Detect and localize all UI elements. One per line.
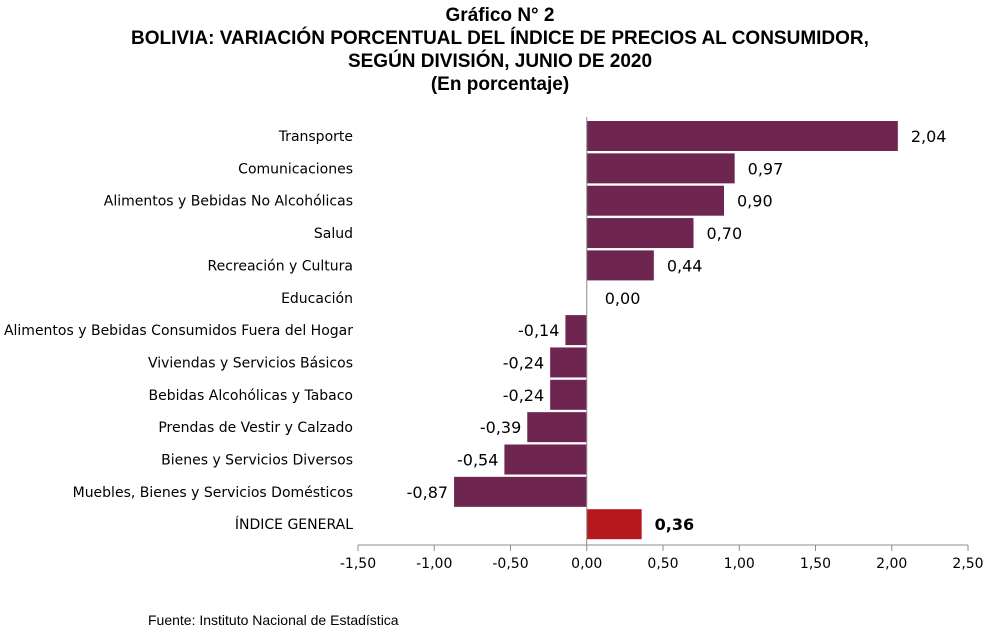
value-label-3: 0,70 — [707, 224, 743, 243]
category-label-9: Prendas de Vestir y Calzado — [158, 420, 353, 436]
chart-units: (En porcentaje) — [430, 74, 570, 95]
category-label-2: Alimentos y Bebidas No Alcohólicas — [104, 194, 353, 210]
value-label-8: -0,24 — [503, 386, 544, 405]
x-tick-label-0: -1,50 — [340, 556, 376, 572]
category-label-6: Alimentos y Bebidas Consumidos Fuera del… — [4, 323, 353, 339]
x-tick-label-6: 1,50 — [800, 556, 831, 572]
x-tick-label-5: 1,00 — [724, 556, 755, 572]
bar-10 — [504, 444, 587, 475]
category-label-12: ÍNDICE GENERAL — [235, 516, 353, 533]
bar-2 — [586, 185, 724, 216]
chart-number: Gráfico N° 2 — [445, 5, 555, 26]
bar-1 — [586, 153, 735, 184]
value-label-10: -0,54 — [457, 451, 498, 470]
value-label-1: 0,97 — [748, 159, 784, 178]
value-label-7: -0,24 — [503, 353, 544, 372]
value-label-6: -0,14 — [518, 321, 559, 340]
category-label-7: Viviendas y Servicios Básicos — [148, 355, 353, 371]
x-tick-label-7: 2,00 — [876, 556, 907, 572]
bar-7 — [550, 347, 587, 378]
chart-subtitle: SEGÚN DIVISIÓN, JUNIO DE 2020 — [347, 51, 653, 72]
bar-12 — [586, 509, 642, 540]
bar-11 — [454, 476, 587, 507]
chart-title-block: Gráfico N° 2 BOLIVIA: VARIACIÓN PORCENTU… — [0, 4, 1000, 96]
x-tick-label-8: 2,50 — [952, 556, 983, 572]
value-label-12: 0,36 — [655, 515, 694, 534]
chart-title: BOLIVIA: VARIACIÓN PORCENTUAL DEL ÍNDICE… — [131, 28, 869, 49]
value-label-9: -0,39 — [480, 418, 521, 437]
value-label-4: 0,44 — [667, 256, 703, 275]
x-tick-label-4: 0,50 — [647, 556, 678, 572]
x-tick-label-2: -0,50 — [492, 556, 528, 572]
bar-8 — [550, 379, 587, 410]
bar-6 — [565, 315, 587, 346]
x-tick-label-3: 0,00 — [571, 556, 602, 572]
source-note: Fuente: Instituto Nacional de Estadístic… — [148, 612, 399, 628]
value-label-11: -0,87 — [407, 483, 448, 502]
category-label-3: Salud — [314, 226, 353, 242]
category-label-4: Recreación y Cultura — [208, 258, 354, 274]
category-label-8: Bebidas Alcohólicas y Tabaco — [149, 388, 353, 404]
bar-0 — [586, 121, 898, 151]
value-label-0: 2,04 — [911, 127, 947, 146]
value-label-5: 0,00 — [605, 289, 641, 308]
category-label-0: Transporte — [278, 129, 353, 145]
value-label-2: 0,90 — [737, 192, 773, 211]
bar-4 — [586, 250, 654, 281]
category-label-11: Muebles, Bienes y Servicios Domésticos — [73, 485, 353, 501]
bar-9 — [527, 412, 587, 443]
bar-3 — [586, 218, 694, 249]
category-label-1: Comunicaciones — [238, 161, 353, 177]
category-label-5: Educación — [281, 291, 353, 307]
category-label-10: Bienes y Servicios Diversos — [161, 453, 353, 469]
x-tick-label-1: -1,00 — [416, 556, 452, 572]
